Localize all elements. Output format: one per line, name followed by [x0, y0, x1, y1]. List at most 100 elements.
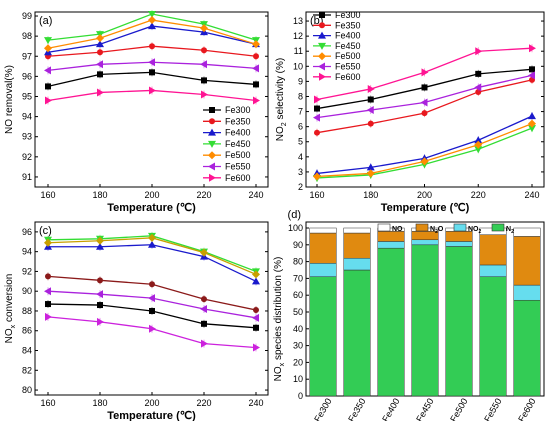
series-fe500: [44, 233, 260, 279]
data-point: [314, 129, 320, 136]
data-point: [97, 277, 103, 284]
plot-frame: [34, 11, 269, 188]
y-axis-label-sub: x: [10, 324, 17, 328]
data-point: [313, 113, 320, 122]
data-point: [253, 306, 259, 313]
legend-item-fe550: Fe550: [313, 62, 361, 72]
data-point: [149, 324, 156, 333]
y-tick-label: 0: [298, 391, 303, 401]
legend-swatch: [453, 223, 467, 232]
y-tick-label: 40: [293, 324, 303, 334]
data-point: [44, 44, 52, 53]
x-tick-label: 240: [248, 190, 263, 200]
legend-label: Fe500: [335, 51, 361, 61]
legend-item-fe350: Fe350: [313, 20, 361, 30]
legend-marker: [208, 140, 216, 148]
x-axis-title: Temperature (℃): [107, 410, 196, 421]
data-point: [528, 71, 535, 80]
bar-segment-no: [343, 227, 371, 234]
x-tick-label: 160: [40, 398, 55, 408]
y-tick-label: 3: [298, 167, 303, 177]
x-tick-label: 200: [144, 190, 159, 200]
x-tick-label: Fe550: [482, 397, 503, 421]
bar-segment-no2: [479, 264, 507, 277]
series-fe350: [45, 272, 259, 314]
data-point: [201, 320, 207, 327]
data-point: [44, 287, 51, 296]
data-point: [475, 47, 483, 56]
data-point: [367, 120, 374, 127]
x-tick-label: 220: [196, 398, 211, 408]
x-tick-label: 220: [471, 190, 486, 200]
y-tick-label: 93: [22, 132, 32, 142]
y-tick-label: 98: [22, 31, 32, 41]
panel-label: (c): [39, 225, 52, 237]
legend-label: Fe600: [335, 72, 361, 82]
data-point: [201, 339, 208, 348]
x-axis-title: Temperature (℃): [107, 202, 196, 214]
data-point: [528, 112, 536, 120]
data-point: [314, 95, 321, 104]
data-point: [529, 66, 535, 73]
legend-item-n2o: N2O: [415, 223, 444, 235]
data-point: [201, 296, 207, 303]
bar-segment-no2: [445, 241, 473, 247]
data-point: [97, 88, 104, 97]
x-tick-label: Fe400: [380, 397, 401, 421]
data-point: [201, 77, 207, 84]
data-point: [45, 312, 52, 321]
data-point: [45, 83, 51, 90]
data-point: [367, 96, 374, 103]
legend-label-main: N: [506, 226, 511, 233]
y-tick-label: 95: [22, 91, 32, 101]
y-tick-label: 90: [293, 240, 303, 250]
legend-marker: [209, 118, 215, 125]
x-tick-label: 160: [309, 190, 324, 200]
legend-label: NO2: [468, 226, 482, 235]
data-point: [366, 169, 375, 178]
legend-label-sub: 2: [511, 229, 514, 235]
legend-item-fe400: Fe400: [203, 128, 251, 138]
x-tick-label: Fe500: [448, 397, 469, 421]
x-tick-label: 180: [92, 398, 107, 408]
series-fe600: [45, 86, 260, 105]
bar-segment-n2: [513, 299, 541, 397]
legend-label-sub: 2: [435, 229, 438, 235]
y-tick-label: 8: [298, 91, 303, 101]
legend-marker: [319, 22, 325, 29]
data-point: [528, 125, 536, 133]
data-point: [44, 238, 52, 247]
data-point: [96, 242, 104, 250]
data-point: [252, 64, 259, 73]
bar-segment-no: [513, 227, 541, 237]
legend-marker: [318, 52, 326, 61]
bar-segment-no: [309, 227, 337, 234]
legend-label-sub: 2: [479, 229, 482, 235]
y-tick-label: 10: [293, 61, 303, 71]
y-tick-label: 50: [293, 307, 303, 317]
legend-item-fe550: Fe550: [203, 162, 251, 172]
legend-label: Fe600: [225, 173, 251, 183]
bar-segment-n2o: [343, 232, 371, 259]
y-axis-label-rest: species distribution (%): [273, 257, 284, 363]
data-point: [97, 49, 103, 56]
legend-label: N2O: [430, 226, 444, 235]
data-point: [253, 53, 259, 60]
legend-item-n2: N2: [491, 223, 514, 235]
y-tick-label: 92: [22, 266, 32, 276]
data-point: [253, 81, 259, 88]
data-point: [366, 106, 374, 115]
y-tick-label: 86: [22, 326, 32, 336]
data-point: [420, 98, 428, 107]
y-tick-label: 96: [22, 71, 32, 81]
y-tick-label: 11: [294, 46, 303, 56]
legend-marker: [209, 107, 215, 113]
data-point: [44, 66, 51, 75]
y-tick-label: 20: [293, 357, 303, 367]
panel-label: (a): [39, 15, 52, 27]
legend-swatch: [491, 223, 505, 232]
bar-segment-n2: [411, 244, 439, 397]
x-tick-label: 220: [196, 190, 211, 200]
y-axis-label-sub: x: [279, 362, 286, 366]
x-tick-label: Fe350: [346, 397, 367, 421]
